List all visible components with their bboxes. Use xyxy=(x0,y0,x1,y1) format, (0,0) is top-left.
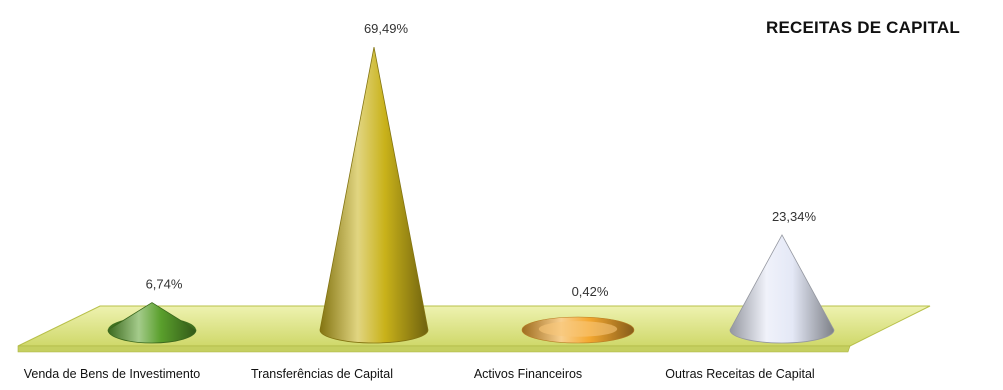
cone-bar-2 xyxy=(319,47,429,344)
value-label-1: 6,74% xyxy=(146,277,183,292)
value-label-2: 69,49% xyxy=(364,21,409,36)
cone-bar-3 xyxy=(521,316,635,344)
category-label-1: Venda de Bens de Investimento xyxy=(24,367,201,381)
chart-floor-edge xyxy=(17,345,851,353)
category-label-3: Activos Financeiros xyxy=(474,367,582,381)
value-label-4: 23,34% xyxy=(772,209,817,224)
category-label-4: Outras Receitas de Capital xyxy=(665,367,814,381)
cone-bar-4 xyxy=(729,234,835,344)
value-label-3: 0,42% xyxy=(572,284,609,299)
cone-bar-1 xyxy=(107,302,197,344)
category-label-2: Transferências de Capital xyxy=(251,367,393,381)
chart-title: RECEITAS DE CAPITAL xyxy=(766,18,960,37)
